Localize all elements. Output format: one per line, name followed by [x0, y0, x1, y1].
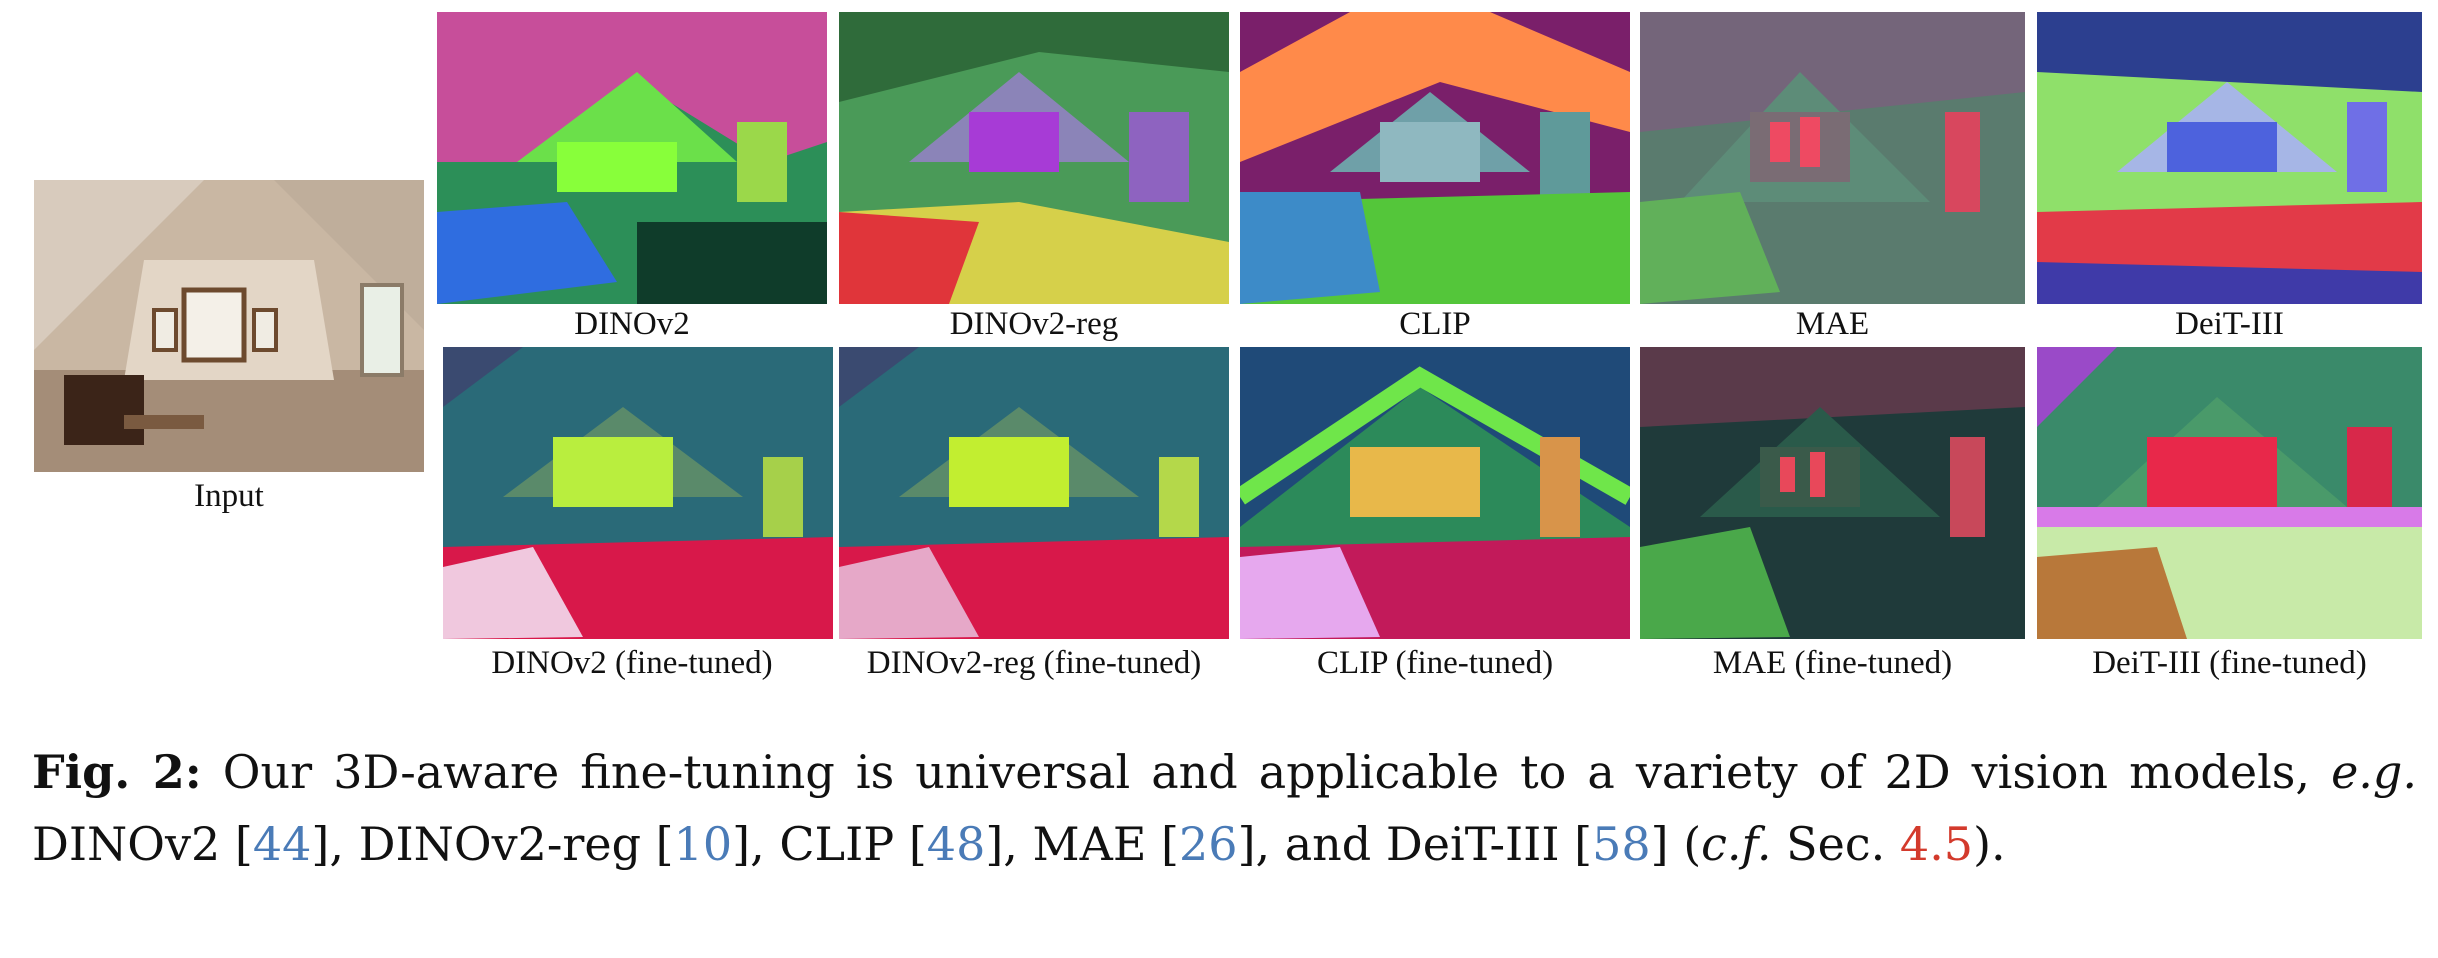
feature-map-dinov2 [437, 12, 827, 304]
feature-map-dinov2-reg [839, 12, 1229, 304]
caption-text: ). [1973, 817, 2006, 871]
feature-map-dinov2-reg-fine-tuned [839, 347, 1229, 639]
caption-text: ], and DeiT-III [ [1237, 817, 1593, 871]
label-clip-fine-tuned: CLIP (fine-tuned) [1316, 645, 1554, 681]
caption-text: DINOv2 [ [32, 817, 253, 871]
figure-caption: Fig. 2: Our 3D-aware fine-tuning is univ… [32, 736, 2417, 880]
label-dinov2-fine-tuned: DINOv2 (fine-tuned) [491, 645, 773, 681]
figure: Input [34, 12, 2422, 681]
citation-link[interactable]: 10 [673, 817, 733, 871]
citation-link[interactable]: 26 [1179, 817, 1238, 871]
label-dinov2-reg: DINOv2-reg [949, 306, 1119, 342]
feature-map-clip-fine-tuned [1240, 347, 1630, 639]
label-deit-iii-fine-tuned: DeiT-III (fine-tuned) [2092, 645, 2367, 681]
feature-map-mae-fine-tuned [1640, 347, 2025, 639]
label-deit-iii: DeiT-III [2175, 306, 2284, 342]
label-dinov2: DINOv2 [574, 306, 690, 342]
label-dinov2-reg-fine-tuned: DINOv2-reg (fine-tuned) [866, 645, 1202, 681]
caption-fig-label: Fig. 2: [32, 745, 202, 799]
caption-text: Our 3D-aware fine-tuning is universal an… [201, 745, 2332, 799]
feature-map-clip [1240, 12, 1630, 304]
feature-map-deit-iii-fine-tuned [2037, 347, 2422, 639]
input-label: Input [194, 478, 264, 514]
feature-map-deit-iii [2037, 12, 2422, 304]
section-link[interactable]: 4.5 [1899, 817, 1974, 871]
caption-text: ], DINOv2-reg [ [311, 817, 674, 871]
caption-text: ], MAE [ [985, 817, 1180, 871]
caption-text: Sec. [1771, 817, 1900, 871]
label-clip: CLIP [1399, 306, 1471, 342]
caption-text: ] ( [1650, 817, 1702, 871]
feature-map-dinov2-fine-tuned [443, 347, 833, 639]
citation-link[interactable]: 58 [1592, 817, 1651, 871]
citation-link[interactable]: 44 [252, 817, 312, 871]
label-mae: MAE [1795, 306, 1870, 342]
citation-link[interactable]: 48 [926, 817, 986, 871]
input-image [34, 180, 424, 472]
caption-eg: e.g. [2331, 745, 2417, 799]
caption-text: ], CLIP [ [732, 817, 927, 871]
caption-cf: c.f. [1701, 817, 1772, 871]
label-mae-fine-tuned: MAE (fine-tuned) [1712, 645, 1953, 681]
feature-map-mae [1640, 12, 2025, 304]
